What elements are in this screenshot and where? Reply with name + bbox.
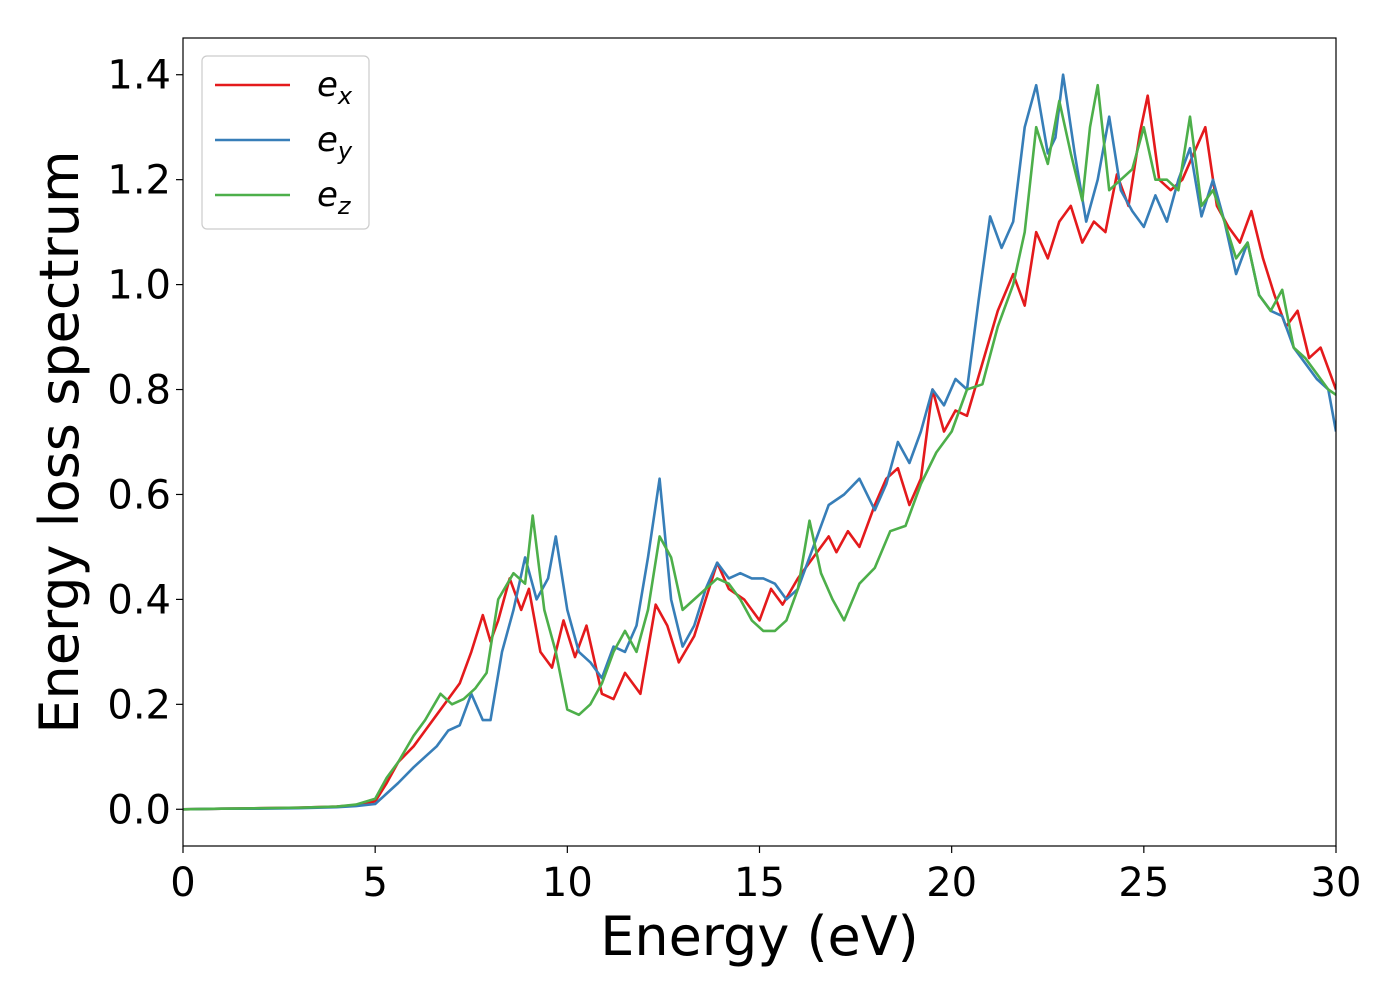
x-tick-label: 20 [926, 860, 977, 906]
y-tick-label: 1.4 [107, 53, 171, 99]
y-tick-label: 1.0 [107, 263, 171, 309]
y-tick-label: 1.2 [107, 158, 171, 204]
y-axis-ticks: 0.0 0.2 0.4 0.6 0.8 1.0 1.2 1.4 [107, 53, 183, 833]
y-tick-label: 0.2 [107, 682, 171, 728]
legend-box [201, 55, 370, 230]
x-tick-label: 25 [1118, 860, 1169, 906]
x-tick-label: 0 [170, 860, 195, 906]
x-axis-ticks: 0 5 10 15 20 25 30 [170, 846, 1361, 906]
y-tick-label: 0.0 [107, 787, 171, 833]
y-tick-label: 0.4 [107, 577, 171, 623]
x-tick-label: 30 [1311, 860, 1362, 906]
series-line-z [183, 83, 1336, 811]
x-axis-title: Energy (eV) [600, 905, 919, 968]
x-tick-label: 5 [362, 860, 387, 906]
series-lines [183, 73, 1336, 811]
y-axis-title: Energy loss spectrum [28, 150, 91, 733]
legend: ex ey ez [201, 55, 370, 230]
x-tick-label: 15 [734, 860, 785, 906]
y-tick-label: 0.8 [107, 368, 171, 414]
y-tick-label: 0.6 [107, 472, 171, 518]
legend-label-x: ex [317, 65, 353, 110]
legend-label-z: ez [317, 175, 352, 220]
legend-label-y: ey [317, 120, 353, 165]
series-line-y [183, 73, 1336, 811]
x-tick-label: 10 [542, 860, 593, 906]
series-line-x [183, 94, 1336, 811]
